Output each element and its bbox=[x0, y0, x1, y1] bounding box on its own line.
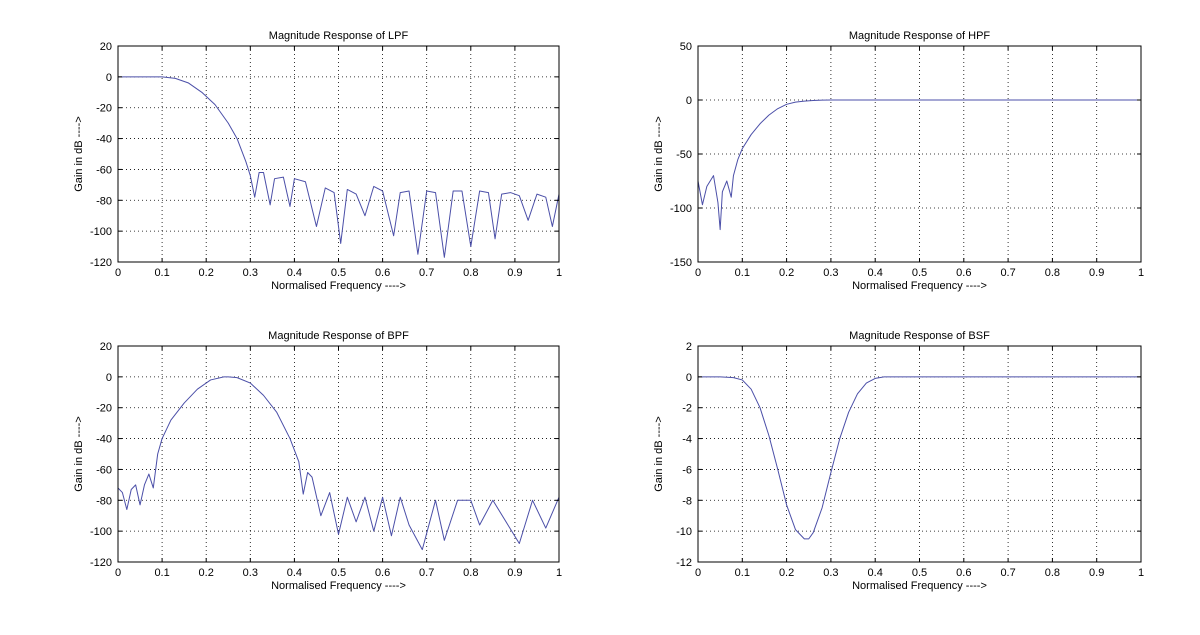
x-tick-label: 0.7 bbox=[419, 567, 434, 579]
series-line bbox=[697, 99, 1141, 231]
y-tick-label: -8 bbox=[682, 495, 692, 507]
y-tick-label: 20 bbox=[100, 341, 112, 353]
subplot-3: 0 0.1 0.2 0.3 0.4 0.5 0.6 0.7 0.8 0.9 1 20 0 -20 -40 -6… bbox=[73, 330, 562, 592]
x-tick-label: 0.8 bbox=[463, 267, 478, 279]
x-tick-label: 0.9 bbox=[507, 267, 522, 279]
x-tick-label: 0 bbox=[695, 267, 701, 279]
x-tick-label: 1 bbox=[1138, 267, 1144, 279]
series-line bbox=[117, 376, 560, 551]
x-tick-label: 0.6 bbox=[375, 567, 390, 579]
subplot-4: 0 0.1 0.2 0.3 0.4 0.5 0.6 0.7 0.8 0.9 1 2 0 -2 -4 -6 -8 -… bbox=[653, 330, 1144, 592]
y-tick-label: -100 bbox=[670, 203, 692, 215]
x-tick-label: 0.6 bbox=[956, 567, 971, 579]
chart-title: Magnitude Response of HPF bbox=[849, 30, 991, 42]
y-tick-label: -2 bbox=[682, 403, 692, 415]
y-axis-label: Gain in dB ----> bbox=[653, 116, 665, 192]
x-tick-label: 0.2 bbox=[779, 267, 794, 279]
x-tick-label: 0.6 bbox=[956, 267, 971, 279]
x-tick-label: 1 bbox=[556, 567, 562, 579]
x-tick-label: 0.7 bbox=[1000, 267, 1015, 279]
x-tick-label: 0.4 bbox=[287, 267, 302, 279]
y-axis-label: Gain in dB ----> bbox=[73, 416, 85, 492]
y-tick-label: 0 bbox=[106, 72, 112, 84]
subplot-2: 0 0.1 0.2 0.3 0.4 0.5 0.6 0.7 0.8 0.9 1 50 0 -50 -100 -… bbox=[653, 30, 1144, 292]
x-tick-label: 0.9 bbox=[507, 567, 522, 579]
x-tick-label: 0.3 bbox=[243, 267, 258, 279]
x-tick-label: 0.1 bbox=[735, 567, 750, 579]
x-tick-label: 0.7 bbox=[419, 267, 434, 279]
subplot-1: 0 0.1 0.2 0.3 0.4 0.5 0.6 0.7 0.8 0.9 1 20 0 -20 -40 -6… bbox=[73, 30, 562, 292]
x-tick-label: 0.2 bbox=[199, 267, 214, 279]
y-tick-label: 20 bbox=[100, 41, 112, 53]
x-tick-label: 0.3 bbox=[243, 567, 258, 579]
y-tick-label: -4 bbox=[682, 434, 692, 446]
chart-title: Magnitude Response of BSF bbox=[849, 330, 990, 342]
x-tick-label: 0 bbox=[115, 567, 121, 579]
x-tick-label: 0.9 bbox=[1089, 267, 1104, 279]
x-tick-label: 0.7 bbox=[1000, 567, 1015, 579]
x-tick-label: 0.2 bbox=[779, 567, 794, 579]
y-tick-label: -120 bbox=[90, 557, 112, 569]
y-tick-label: -20 bbox=[96, 103, 112, 115]
x-tick-label: 0.8 bbox=[1045, 567, 1060, 579]
y-tick-label: -120 bbox=[90, 257, 112, 269]
x-tick-label: 0.2 bbox=[199, 567, 214, 579]
x-tick-label: 0.8 bbox=[463, 567, 478, 579]
x-tick-label: 0.1 bbox=[154, 567, 169, 579]
y-axis-label: Gain in dB ----> bbox=[653, 416, 665, 492]
y-tick-label: -60 bbox=[96, 464, 112, 476]
series-line bbox=[118, 76, 560, 258]
chart-title: Magnitude Response of BPF bbox=[268, 330, 409, 342]
y-tick-label: -60 bbox=[96, 164, 112, 176]
y-tick-label: -80 bbox=[96, 195, 112, 207]
y-tick-label: -80 bbox=[96, 495, 112, 507]
x-axis-label: Normalised Frequency ----> bbox=[271, 580, 406, 592]
y-tick-label: -150 bbox=[670, 257, 692, 269]
y-tick-label: -100 bbox=[90, 526, 112, 538]
x-tick-label: 0.3 bbox=[823, 567, 838, 579]
y-tick-label: -10 bbox=[676, 526, 692, 538]
y-tick-label: -40 bbox=[96, 134, 112, 146]
x-tick-label: 0 bbox=[695, 567, 701, 579]
x-tick-label: 0.1 bbox=[735, 267, 750, 279]
x-tick-label: 0.4 bbox=[868, 567, 883, 579]
y-tick-label: 0 bbox=[686, 372, 692, 384]
x-tick-label: 0.5 bbox=[331, 567, 346, 579]
series-line bbox=[698, 376, 1141, 540]
x-tick-label: 0.8 bbox=[1045, 267, 1060, 279]
x-tick-label: 0.9 bbox=[1089, 567, 1104, 579]
x-tick-label: 0.4 bbox=[287, 567, 302, 579]
x-tick-label: 0.5 bbox=[331, 267, 346, 279]
x-axis-label: Normalised Frequency ----> bbox=[271, 280, 406, 292]
y-tick-label: -6 bbox=[682, 464, 692, 476]
x-tick-label: 0.5 bbox=[912, 567, 927, 579]
x-tick-label: 0.6 bbox=[375, 267, 390, 279]
y-tick-label: 50 bbox=[680, 41, 692, 53]
y-tick-label: 2 bbox=[686, 341, 692, 353]
y-tick-label: -40 bbox=[96, 434, 112, 446]
x-tick-label: 1 bbox=[556, 267, 562, 279]
x-tick-label: 0.5 bbox=[912, 267, 927, 279]
x-tick-label: 1 bbox=[1138, 567, 1144, 579]
x-tick-label: 0.3 bbox=[823, 267, 838, 279]
y-tick-label: -50 bbox=[676, 149, 692, 161]
y-tick-label: -12 bbox=[676, 557, 692, 569]
x-axis-label: Normalised Frequency ----> bbox=[852, 580, 987, 592]
y-axis-label: Gain in dB ----> bbox=[73, 116, 85, 192]
y-tick-label: -20 bbox=[96, 403, 112, 415]
y-tick-label: -100 bbox=[90, 226, 112, 238]
y-tick-label: 0 bbox=[686, 95, 692, 107]
y-tick-label: 0 bbox=[106, 372, 112, 384]
x-tick-label: 0 bbox=[115, 267, 121, 279]
x-tick-label: 0.1 bbox=[154, 267, 169, 279]
x-tick-label: 0.4 bbox=[868, 267, 883, 279]
chart-title: Magnitude Response of LPF bbox=[269, 30, 409, 42]
x-axis-label: Normalised Frequency ----> bbox=[852, 280, 987, 292]
